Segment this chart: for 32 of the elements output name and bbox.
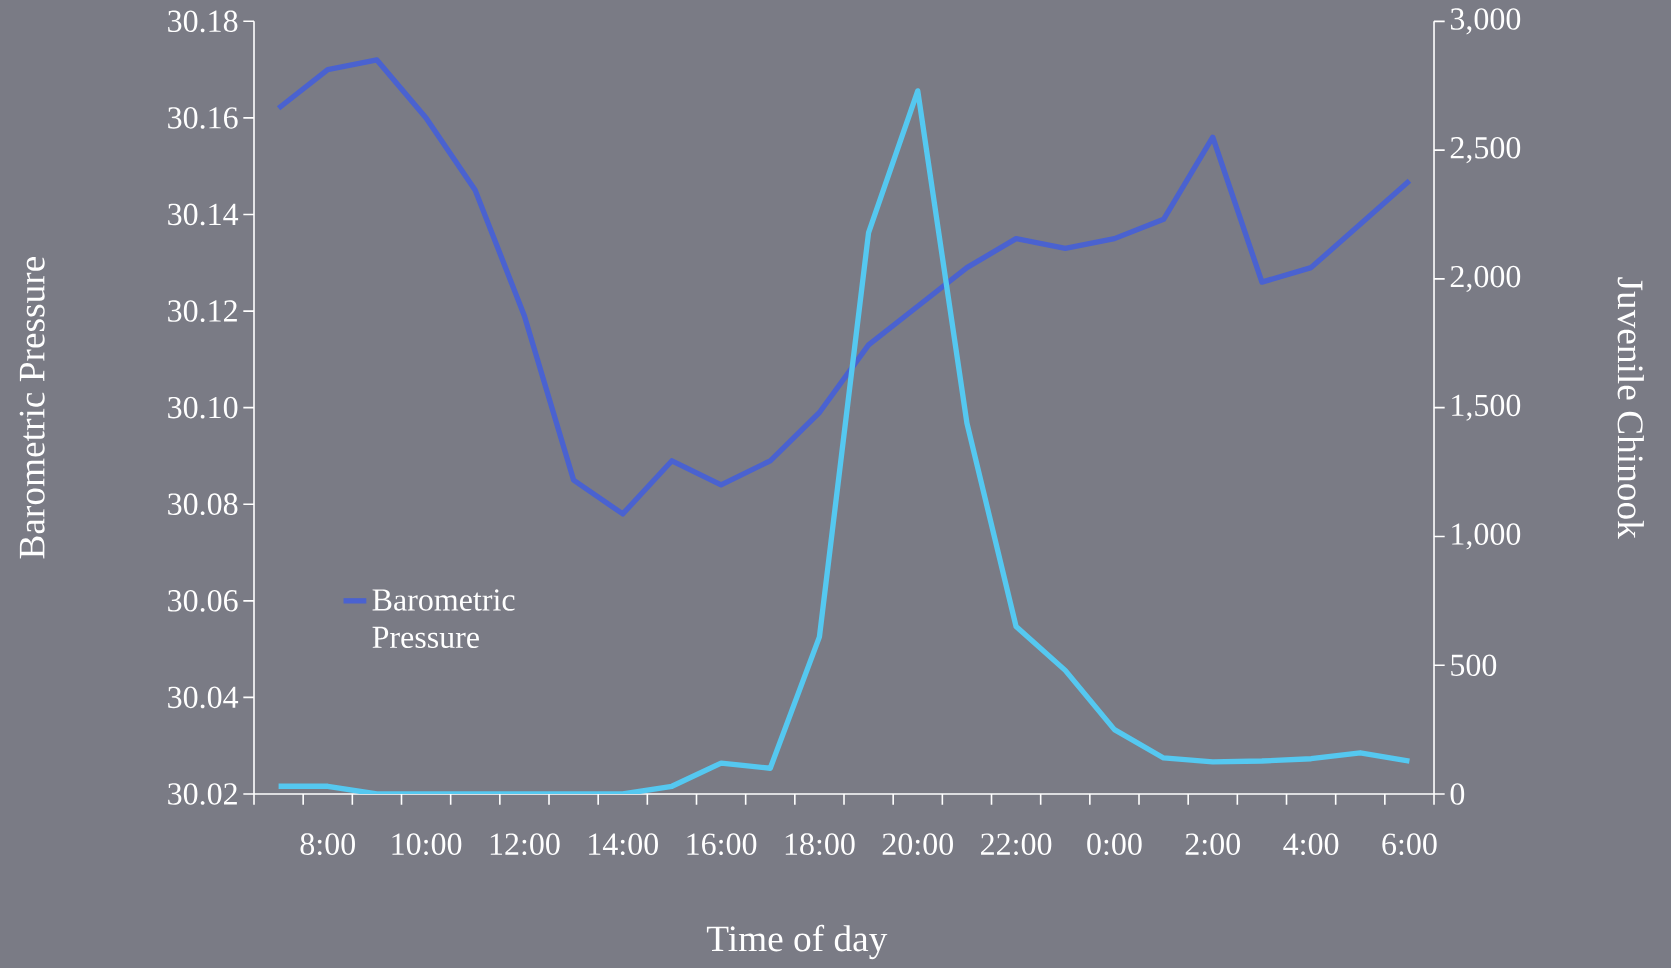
x-tick-label: 2:00 (1185, 833, 1240, 856)
y2-tick-label: 3,000 (1450, 8, 1521, 35)
legend-label: Barometric Pressure (372, 589, 515, 649)
x-tick-label: 0:00 (1087, 833, 1142, 856)
x-tick-label: 18:00 (785, 833, 855, 856)
y-tick-label: 30.14 (168, 203, 239, 226)
y2-axis-title: Juvenile Chinook (1617, 277, 1644, 539)
y2-tick-label: 500 (1451, 654, 1497, 677)
x-tick-label: 16:00 (687, 833, 757, 856)
y2-tick-label: 2,500 (1450, 137, 1521, 164)
x-axis-title: Time of day (706, 924, 888, 960)
x-tick-label: 10:00 (392, 833, 462, 856)
y-tick-label: 30.18 (168, 10, 238, 33)
y-tick-label: 30.10 (168, 396, 238, 419)
x-tick-label: 4:00 (1283, 833, 1339, 856)
x-tick-label: 8:00 (300, 833, 355, 856)
x-tick-label: 6:00 (1382, 833, 1437, 856)
y2-tick-label: 2,000 (1450, 265, 1521, 292)
y-tick-label: 30.16 (168, 107, 238, 129)
y-tick-label: 30.08 (168, 493, 238, 516)
y-tick-label: 30.06 (168, 589, 238, 612)
x-tick-label: 20:00 (882, 833, 953, 856)
x-tick-label: 12:00 (490, 833, 560, 856)
y2-tick-label: 1,500 (1452, 394, 1521, 421)
x-tick-label: 14:00 (589, 833, 658, 856)
y2-tick-label: 0 (1450, 783, 1465, 805)
y-tick-label: 30.04 (168, 686, 239, 709)
y-axis-title: Barometric Pressure (19, 257, 45, 559)
x-tick-label: 22:00 (981, 833, 1052, 856)
y-tick-label: 30.12 (168, 300, 237, 322)
y-tick-label: 30.02 (168, 783, 237, 805)
y2-tick-label: 1,000 (1452, 523, 1521, 550)
